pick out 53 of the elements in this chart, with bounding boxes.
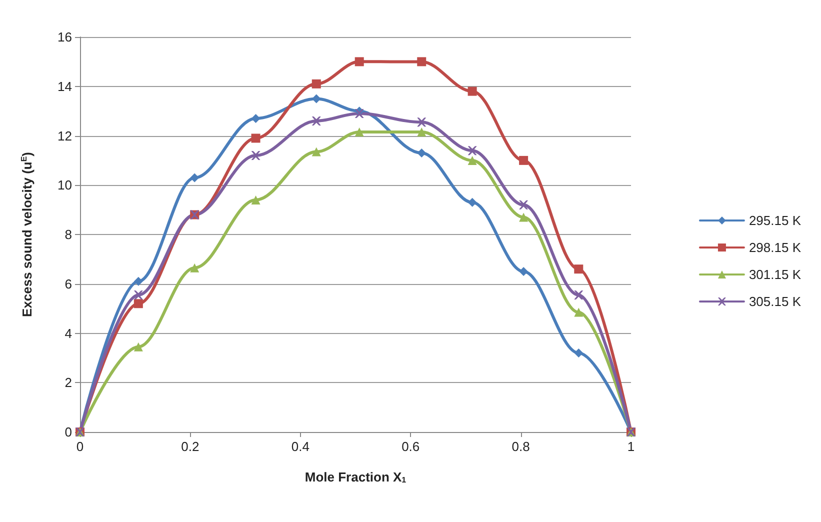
x-tick-label: 0.6 xyxy=(402,439,420,454)
point xyxy=(134,299,143,308)
y-tick-label: 6 xyxy=(64,276,72,292)
point xyxy=(312,116,321,126)
point xyxy=(312,147,321,156)
point xyxy=(312,79,321,88)
y-tick-label: 0 xyxy=(64,424,72,440)
point xyxy=(251,195,260,204)
x-tick-label: 0 xyxy=(76,439,84,454)
point xyxy=(190,263,200,272)
point xyxy=(468,156,477,165)
point xyxy=(519,212,528,222)
point xyxy=(354,109,364,118)
point xyxy=(251,114,260,123)
y-tick-label: 12 xyxy=(58,128,72,144)
point xyxy=(134,290,143,300)
point xyxy=(354,128,364,137)
y-tick-label: 2 xyxy=(64,375,72,390)
y-tick-label: 16 xyxy=(58,30,72,44)
point xyxy=(519,200,528,210)
y-axis-title: Excess sound velocity (uE) xyxy=(20,152,34,318)
y-tick-label: 4 xyxy=(64,326,72,341)
point xyxy=(417,57,426,66)
point xyxy=(468,86,477,96)
x-tick-label: 0.4 xyxy=(291,439,310,454)
x-axis-title: Mole Fraction X1 xyxy=(304,470,407,484)
point xyxy=(574,308,584,317)
legend-label: 295.15 K xyxy=(748,213,802,228)
point xyxy=(417,118,426,127)
x-tick-label: 0.8 xyxy=(512,439,530,454)
legend-label: 305.15 K xyxy=(748,294,802,309)
point xyxy=(574,264,584,274)
point xyxy=(519,156,528,165)
point xyxy=(251,151,260,160)
point xyxy=(468,146,477,156)
point xyxy=(519,267,528,276)
point xyxy=(574,290,584,300)
y-tick-label: 14 xyxy=(58,78,72,94)
point xyxy=(574,348,584,358)
point xyxy=(354,57,364,66)
point xyxy=(134,342,143,352)
point xyxy=(251,134,260,143)
point xyxy=(417,128,426,137)
x-tick-label: 1 xyxy=(627,439,635,454)
point xyxy=(134,276,143,286)
y-tick-label: 8 xyxy=(64,227,72,242)
y-tick-label: 10 xyxy=(58,178,72,193)
point xyxy=(190,173,200,182)
x-tick-label: 0.2 xyxy=(181,439,200,454)
point xyxy=(468,198,477,207)
point xyxy=(417,148,426,158)
legend-label: 298.15 K xyxy=(748,240,802,255)
legend-label: 301.15 K xyxy=(748,267,802,282)
